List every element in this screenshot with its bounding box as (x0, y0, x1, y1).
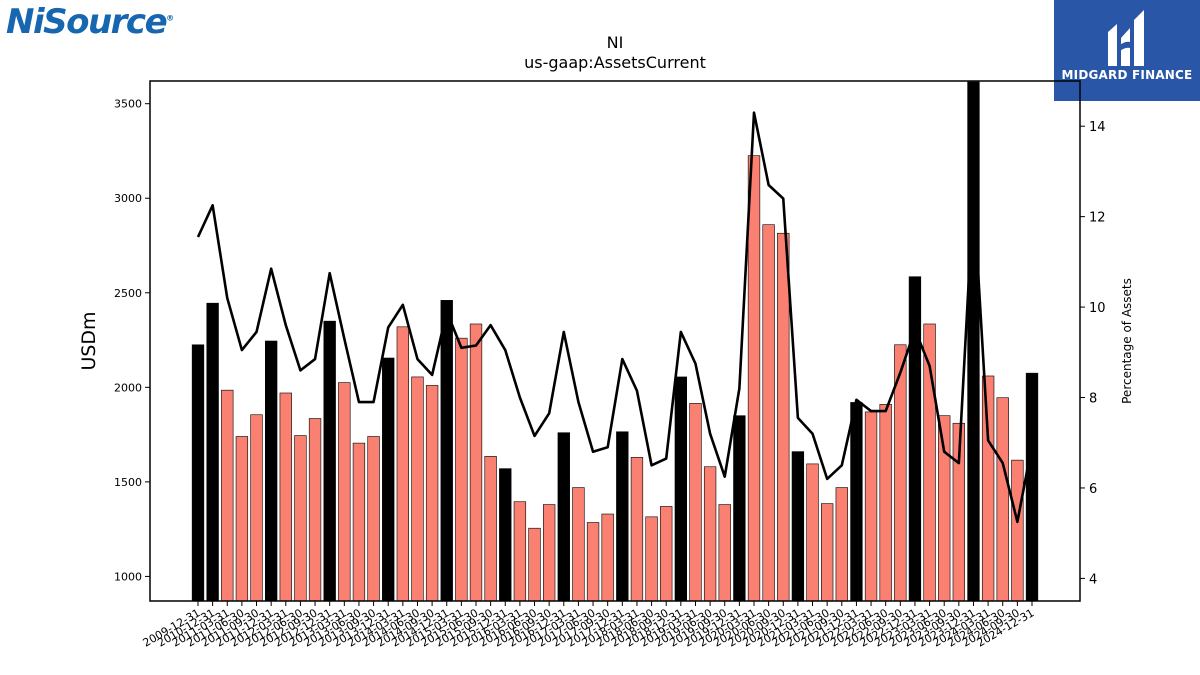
bar (689, 403, 702, 602)
bar (235, 436, 249, 602)
midgard-brand-text: MIDGARD FINANCE (1061, 68, 1193, 82)
bar (645, 516, 658, 602)
bar (469, 323, 483, 602)
bar (484, 456, 497, 602)
bar (528, 527, 541, 602)
bar (455, 337, 468, 602)
bar (821, 503, 834, 602)
bar (981, 375, 995, 602)
bar (703, 466, 717, 602)
bar (206, 302, 219, 602)
bar (835, 487, 848, 602)
bar (572, 487, 585, 602)
bar (674, 376, 687, 602)
bar (396, 326, 409, 602)
y2-tick-label: 12 (1089, 211, 1106, 226)
y2-tick-label: 10 (1089, 301, 1106, 316)
y2-axis-ticks: 4 6 8 10 12 14 (1080, 120, 1106, 587)
bar (879, 404, 892, 602)
nisource-logo: NiSource® (6, 2, 174, 42)
bar (191, 344, 205, 602)
bar (967, 81, 980, 602)
bar (250, 414, 263, 602)
y2-axis-label: Percentage of Assets (1120, 278, 1134, 404)
y2-tick-label: 14 (1089, 120, 1106, 135)
bar (586, 522, 600, 602)
bar (1011, 459, 1024, 602)
bar (557, 432, 570, 602)
bar (411, 376, 424, 602)
percentage-line-series (196, 111, 1034, 524)
bar (221, 389, 234, 602)
bar (425, 385, 439, 602)
bar (806, 463, 819, 602)
bar (850, 402, 863, 602)
bar (265, 340, 278, 602)
nisource-logo-text: NiSource (6, 2, 168, 42)
bar (996, 397, 1009, 602)
y2-tick-label: 8 (1089, 392, 1097, 407)
bar (938, 415, 951, 602)
bar (762, 224, 775, 602)
y2-tick-label: 6 (1089, 482, 1097, 497)
y-axis-label: USDm (78, 311, 100, 370)
bar (367, 436, 380, 602)
registered-mark: ® (166, 13, 174, 23)
bar (279, 392, 292, 602)
y-tick-label: 3500 (114, 98, 142, 111)
chart-title: NI (607, 33, 624, 52)
percentage-line (196, 111, 1034, 524)
bar (660, 506, 673, 602)
bar (864, 411, 878, 602)
bar (1025, 372, 1039, 602)
bar-series (191, 81, 1039, 602)
bar (616, 431, 629, 602)
bar (323, 320, 336, 602)
midgard-mark-icon (1108, 10, 1144, 66)
y-axis-ticks: 1000 1500 2000 2500 3000 3500 (114, 98, 150, 583)
chart-subtitle: us-gaap:AssetsCurrent (524, 53, 706, 72)
bar (733, 415, 746, 602)
y-tick-label: 3000 (114, 192, 142, 205)
bar (308, 418, 322, 602)
x-axis-ticks: 2009-12-312010-12-312011-03-312011-06-30… (141, 601, 1037, 650)
y2-tick-label: 4 (1089, 572, 1097, 587)
bar (294, 435, 307, 602)
bar (908, 276, 922, 602)
bar (543, 504, 556, 602)
bar (777, 232, 790, 602)
bar (499, 468, 512, 602)
y-tick-label: 1500 (114, 476, 142, 489)
bar (791, 451, 805, 602)
bar (630, 456, 644, 602)
midgard-finance-logo: MIDGARD FINANCE (1054, 0, 1200, 101)
bar (440, 300, 453, 602)
bar (338, 382, 351, 602)
y-tick-label: 1000 (114, 570, 142, 583)
bar (352, 442, 366, 602)
bar (382, 357, 395, 602)
bar (601, 513, 614, 602)
bar (747, 155, 761, 602)
bar (513, 501, 527, 602)
y-tick-label: 2500 (114, 287, 142, 300)
y-tick-label: 2000 (114, 381, 142, 394)
bar (718, 504, 731, 602)
plot-frame (149, 80, 1081, 602)
